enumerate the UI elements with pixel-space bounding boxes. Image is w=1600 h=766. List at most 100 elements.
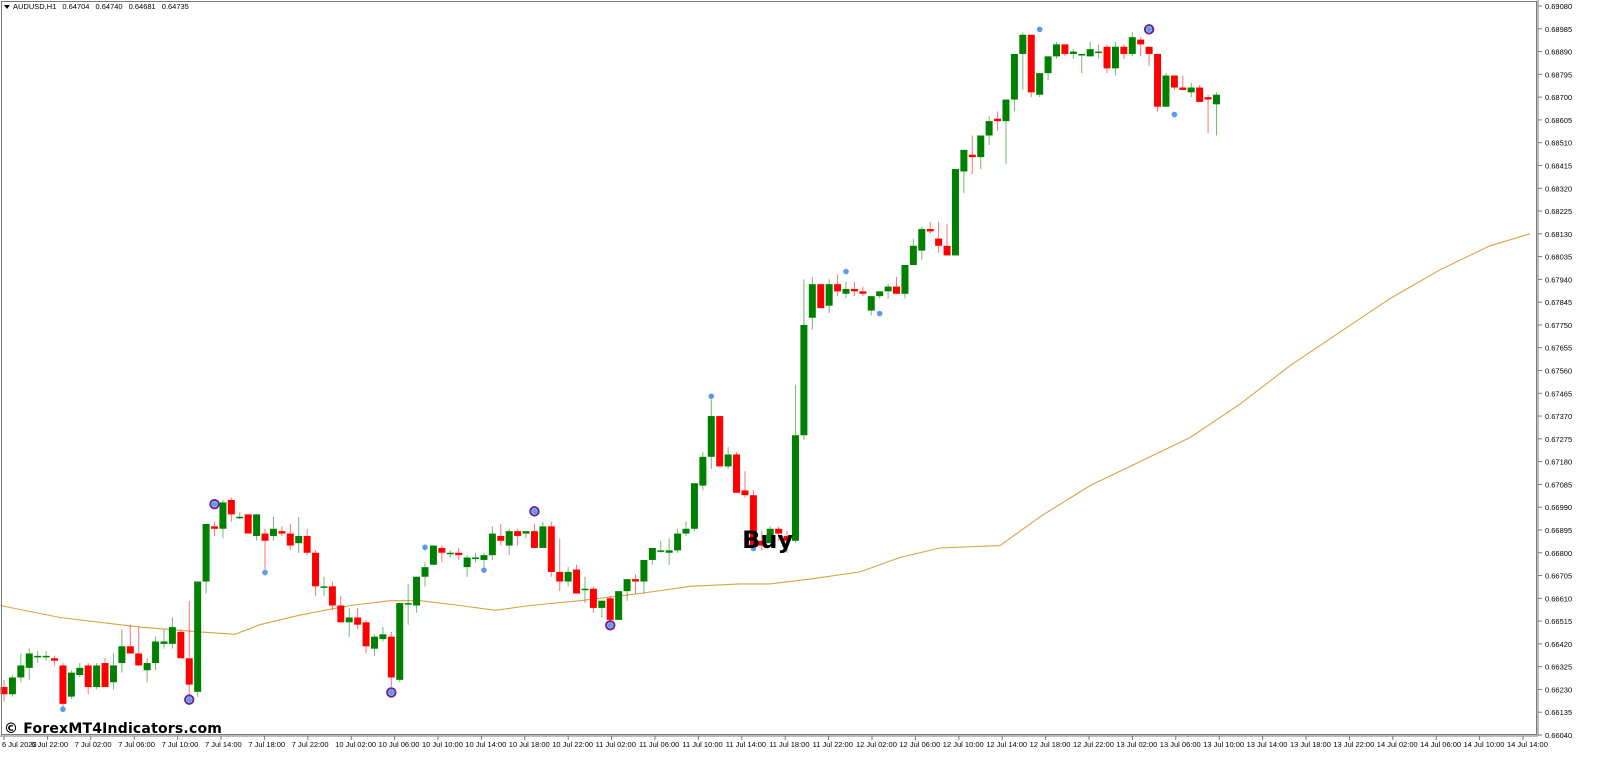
bullish-candle	[657, 550, 665, 552]
bullish-candle	[236, 516, 244, 519]
bearish-candle	[1103, 46, 1111, 69]
price-tick-label: 0.67465	[1545, 389, 1572, 398]
ohlc-open: 0.64704	[62, 2, 90, 11]
price-tick-label: 0.66135	[1545, 708, 1572, 717]
time-tick-label: 10 Jul 22:00	[552, 740, 593, 749]
time-tick-label: 6 Jul 2023	[2, 740, 37, 749]
bearish-candle	[135, 653, 143, 666]
bullish-candle	[1095, 51, 1103, 54]
time-tick-label: 12 Jul 02:00	[856, 740, 897, 749]
time-tick-label: 13 Jul 10:00	[1203, 740, 1244, 749]
bullish-candle	[690, 483, 698, 529]
bearish-candle	[227, 499, 235, 515]
bearish-candle	[758, 540, 766, 546]
price-tick-label: 0.67560	[1545, 367, 1572, 376]
bearish-candle	[303, 535, 311, 553]
bullish-candle	[488, 533, 496, 556]
price-tick-label: 0.66230	[1545, 685, 1572, 694]
purple-ring-signal-icon	[529, 506, 540, 517]
bearish-candle	[51, 658, 59, 661]
signal-markers	[60, 24, 1178, 713]
bearish-candle	[84, 665, 92, 688]
price-tick-label: 0.67940	[1545, 275, 1572, 284]
purple-ring-signal-icon	[386, 687, 397, 698]
bearish-candle	[741, 490, 749, 496]
bearish-candle	[514, 531, 522, 536]
bearish-candle	[455, 552, 463, 556]
bullish-candle	[429, 545, 437, 565]
bullish-candle	[404, 603, 412, 605]
bearish-candle	[244, 514, 252, 534]
bearish-candle	[59, 665, 67, 704]
price-tick-label: 0.67845	[1545, 298, 1572, 307]
time-tick-label: 12 Jul 22:00	[1073, 740, 1114, 749]
bullish-candle	[884, 286, 892, 292]
bearish-candle	[1061, 44, 1069, 54]
bullish-candle	[1002, 99, 1010, 122]
bullish-candle	[1162, 75, 1170, 107]
time-tick-label: 7 Jul 10:00	[162, 740, 199, 749]
bearish-candle	[994, 118, 1002, 122]
purple-ring-signal-icon	[605, 620, 616, 631]
price-tick-label: 0.68795	[1545, 70, 1572, 79]
time-tick-label: 11 Jul 18:00	[769, 740, 809, 749]
bearish-candle	[1179, 87, 1187, 90]
bearish-candle	[337, 605, 345, 623]
bearish-candle	[101, 663, 109, 688]
bullish-candle	[960, 149, 968, 172]
bearish-candle	[1120, 46, 1128, 54]
bullish-candle	[842, 288, 850, 294]
bullish-candle	[42, 655, 50, 658]
bullish-candle	[825, 284, 833, 306]
bearish-candle	[547, 526, 555, 572]
price-tick-label: 0.67085	[1545, 480, 1572, 489]
bullish-candle	[370, 636, 378, 649]
bullish-candle	[791, 435, 799, 541]
time-tick-label: 12 Jul 18:00	[1030, 740, 1071, 749]
bearish-candle	[733, 454, 741, 493]
bullish-candle	[682, 528, 690, 534]
bearish-candle	[926, 229, 934, 232]
blue-dot-signal-icon	[481, 567, 487, 573]
bullish-candle	[808, 284, 816, 318]
time-tick-label: 14 Jul 14:00	[1507, 740, 1548, 749]
bearish-candle	[632, 579, 639, 582]
price-tick-label: 0.67655	[1545, 344, 1572, 353]
price-axis[interactable]: 0.69080 0.68985 0.68890 0.68795 0.68700 0.686…	[1538, 2, 1572, 740]
blue-dot-signal-icon	[60, 706, 66, 713]
bullish-candle	[800, 324, 808, 436]
time-tick-label: 13 Jul 22:00	[1333, 740, 1374, 749]
bullish-candle	[640, 559, 648, 582]
bearish-candle	[834, 284, 842, 292]
bullish-candle	[918, 229, 926, 251]
bearish-candle	[716, 416, 724, 467]
time-tick-label: 12 Jul 06:00	[899, 740, 940, 749]
bearish-candle	[261, 533, 269, 541]
bullish-candle	[118, 646, 126, 664]
candles	[0, 32, 1220, 709]
bullish-candle	[1187, 87, 1195, 93]
bullish-candle	[707, 416, 715, 457]
time-tick-label: 7 Jul 06:00	[118, 740, 155, 749]
blue-dot-signal-icon	[262, 569, 268, 576]
bearish-candle	[1170, 75, 1178, 88]
dropdown-triangle-icon[interactable]	[4, 5, 10, 10]
price-tick-label: 0.68510	[1545, 139, 1572, 148]
price-tick-label: 0.66800	[1545, 549, 1572, 558]
symbol-name: AUDUSD,H1	[13, 2, 57, 11]
bullish-candle	[168, 627, 176, 644]
bearish-candle	[177, 631, 185, 659]
bullish-candle	[951, 169, 959, 256]
price-tick-label: 0.68130	[1545, 230, 1572, 239]
ma-polyline	[0, 233, 1531, 635]
price-tick-label: 0.66515	[1545, 617, 1572, 626]
bullish-candle	[25, 653, 33, 668]
time-tick-label: 10 Jul 18:00	[509, 740, 550, 749]
time-tick-label: 13 Jul 18:00	[1290, 740, 1331, 749]
blue-dot-signal-icon	[607, 622, 614, 629]
bullish-candle	[480, 555, 488, 560]
price-tick-label: 0.66705	[1545, 572, 1572, 581]
